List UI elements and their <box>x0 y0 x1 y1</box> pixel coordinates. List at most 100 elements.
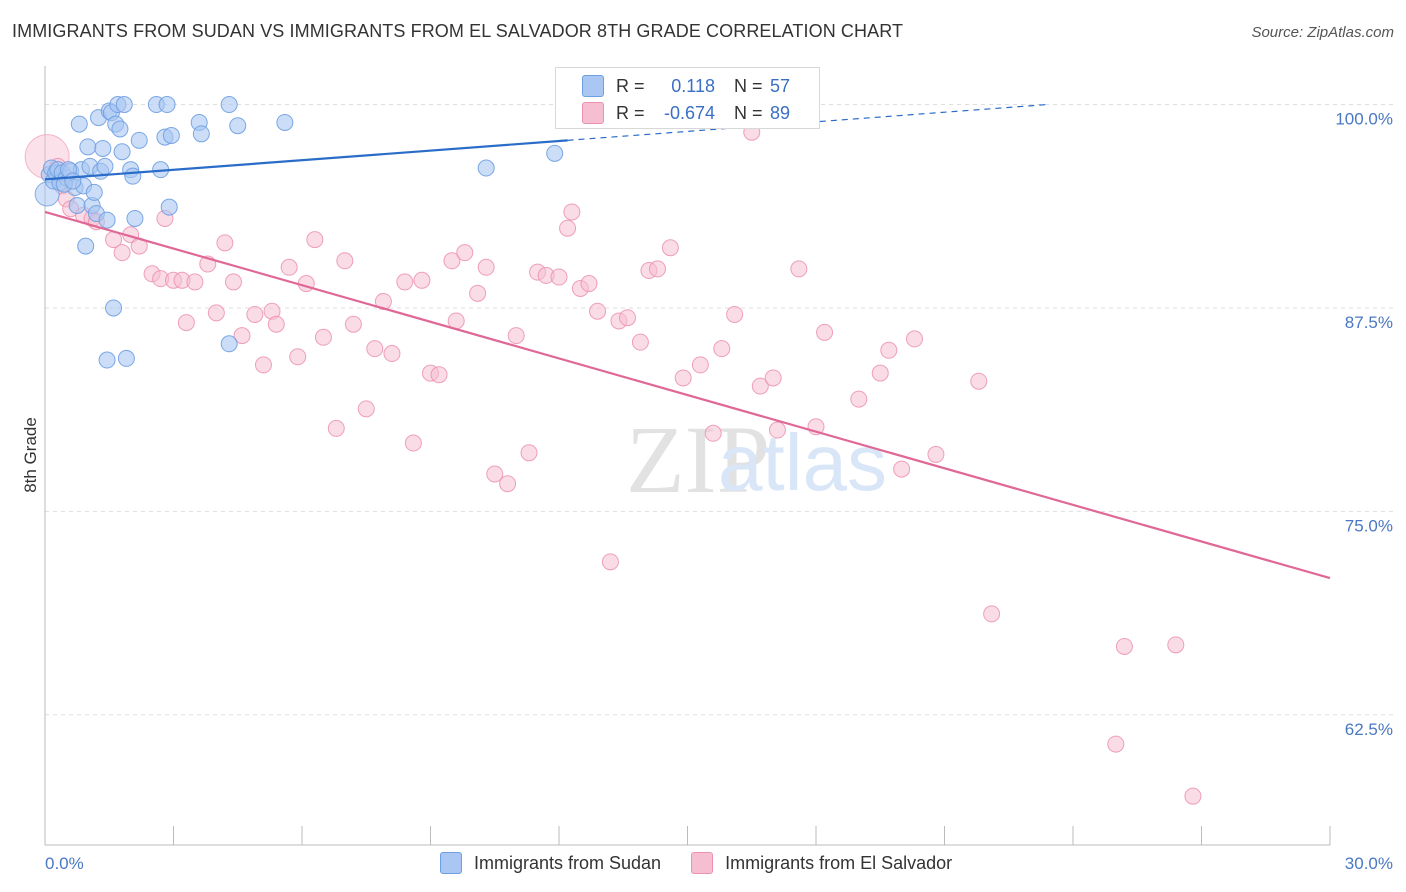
el-salvador-point <box>674 369 692 387</box>
el-salvador-point <box>344 315 362 333</box>
el-salvador-point <box>563 203 581 221</box>
x-tick-label: 0.0% <box>45 854 84 873</box>
el-salvador-point <box>443 252 461 270</box>
el-salvador-point <box>1115 637 1133 655</box>
el-salvador-point <box>430 366 448 384</box>
sudan-point <box>220 96 238 114</box>
trend-lines <box>44 103 1331 580</box>
el-salvador-point <box>768 421 786 439</box>
sudan-point <box>130 131 148 149</box>
watermark-zip: ZIP <box>626 406 770 513</box>
sudan-point <box>77 237 95 255</box>
el-salvador-point <box>383 345 401 363</box>
correlation-stats-box: R = 0.118 N = 57 R = -0.674 N = 89 <box>555 67 820 129</box>
sudan-swatch <box>582 75 604 97</box>
r-label: R = <box>616 75 645 96</box>
el-salvador-point <box>649 260 667 278</box>
sudan-point <box>64 172 82 190</box>
el-salvador-point <box>816 323 834 341</box>
y-tick-label: 100.0% <box>1335 110 1393 129</box>
el-salvador-point <box>631 333 649 351</box>
legend-label-el-salvador: Immigrants from El Salvador <box>725 852 953 873</box>
el-salvador-swatch <box>582 102 604 124</box>
el-salvador-point <box>1167 636 1185 654</box>
watermark-atlas: atlas <box>718 418 887 507</box>
el-salvador-point <box>619 309 637 327</box>
el-salvador-trend-line <box>44 210 1331 580</box>
sudan-point <box>229 117 247 135</box>
el-salvador-point <box>396 273 414 291</box>
sudan-point <box>124 167 142 185</box>
series-el-salvador-points <box>24 123 1202 805</box>
el-salvador-point <box>177 314 195 332</box>
y-tick-label: 87.5% <box>1345 313 1393 332</box>
el-salvador-point <box>246 305 264 323</box>
el-salvador-point <box>790 260 808 278</box>
sudan-point <box>220 335 238 353</box>
sudan-point <box>276 113 294 131</box>
el-salvador-point <box>559 219 577 237</box>
sudan-point <box>98 211 116 229</box>
el-salvador-point <box>927 445 945 463</box>
el-salvador-point <box>366 340 384 358</box>
el-salvador-point <box>764 369 782 387</box>
series-sudan-points <box>34 96 564 369</box>
sudan-point <box>111 120 129 138</box>
sudan-point <box>79 138 97 156</box>
r-label: R = <box>616 102 645 123</box>
el-salvador-point <box>336 252 354 270</box>
el-salvador-point <box>306 231 324 249</box>
el-salvador-point <box>357 400 375 418</box>
el-salvador-point <box>113 244 131 262</box>
el-salvador-point <box>601 553 619 571</box>
sudan-point <box>98 351 116 369</box>
y-tick-label: 62.5% <box>1345 720 1393 739</box>
n-label: N = <box>734 75 763 96</box>
el-salvador-point <box>207 304 225 322</box>
el-salvador-point <box>880 341 898 359</box>
sudan-point <box>115 96 133 114</box>
el-salvador-point <box>661 239 679 257</box>
el-salvador-point <box>327 419 345 437</box>
el-salvador-point <box>280 258 298 276</box>
sudan-point <box>85 183 103 201</box>
el-salvador-point <box>906 330 924 348</box>
el-salvador-point <box>267 315 285 333</box>
source-credit: Source: ZipAtlas.com <box>1251 24 1394 41</box>
el-salvador-point <box>404 434 422 452</box>
el-salvador-point <box>297 275 315 293</box>
el-salvador-point <box>691 356 709 374</box>
el-salvador-point <box>704 424 722 442</box>
sudan-point <box>117 349 135 367</box>
el-salvador-point <box>486 465 504 483</box>
sudan-point <box>68 196 86 214</box>
x-tick-label: 30.0% <box>1345 854 1393 873</box>
el-salvador-point <box>1107 735 1125 753</box>
el-salvador-point <box>550 268 568 286</box>
sudan-point <box>70 115 88 133</box>
el-salvador-point <box>314 328 332 346</box>
sudan-point <box>94 139 112 157</box>
el-salvador-point <box>456 244 474 262</box>
r-value: -0.674 <box>663 102 715 123</box>
chart-title: IMMIGRANTS FROM SUDAN VS IMMIGRANTS FROM… <box>12 21 904 41</box>
sudan-trend-extension <box>567 103 1048 141</box>
sudan-point <box>96 157 114 175</box>
el-salvador-point <box>589 302 607 320</box>
el-salvador-point <box>850 390 868 408</box>
n-value: 89 <box>770 102 791 123</box>
sudan-point <box>160 198 178 216</box>
el-salvador-point <box>713 340 731 358</box>
sudan-point <box>477 159 495 177</box>
el-salvador-point <box>477 258 495 276</box>
sudan-point <box>162 126 180 144</box>
chart-legend: Immigrants from Sudan Immigrants from El… <box>440 852 982 874</box>
legend-item-el-salvador[interactable]: Immigrants from El Salvador <box>691 852 952 874</box>
sudan-point <box>546 144 564 162</box>
el-salvador-point <box>233 327 251 345</box>
legend-item-sudan[interactable]: Immigrants from Sudan <box>440 852 661 874</box>
stats-row-el-salvador: R = -0.674 N = 89 <box>556 99 819 127</box>
y-tick-label: 75.0% <box>1345 516 1393 535</box>
el-salvador-point <box>254 356 272 374</box>
